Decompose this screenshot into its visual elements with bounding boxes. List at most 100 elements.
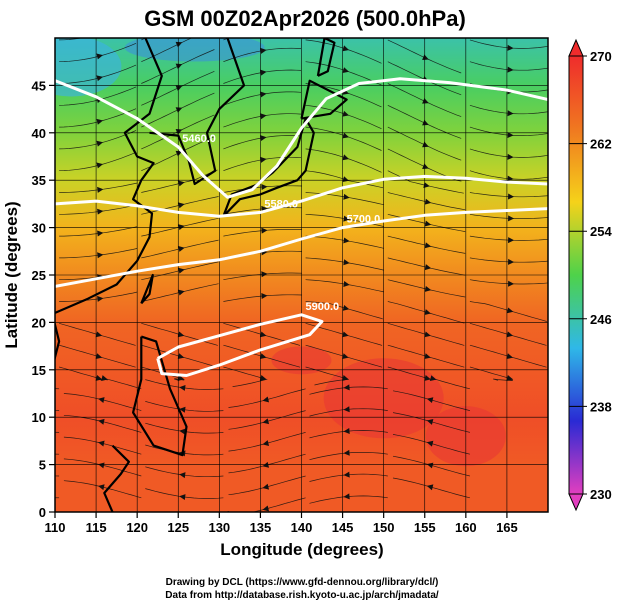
streamline-arrow <box>507 44 514 51</box>
x-tick-label: 125 <box>167 520 189 535</box>
streamline-arrow <box>262 483 270 490</box>
streamline-arrow <box>262 505 270 512</box>
streamline-arrow <box>424 375 431 381</box>
streamline-arrow <box>97 186 104 193</box>
streamline-arrow <box>14 476 21 483</box>
coastline <box>316 38 336 77</box>
streamline-arrow <box>506 353 513 360</box>
x-axis-label: Longitude (degrees) <box>220 540 383 559</box>
colorbar-min-arrow <box>568 493 584 512</box>
streamline-arrow <box>178 267 185 274</box>
streamline-arrow <box>422 119 429 126</box>
contour-line <box>55 174 548 218</box>
y-axis-label: Latitude (degrees) <box>2 201 21 348</box>
streamline-arrow <box>343 384 350 391</box>
streamline-arrow <box>179 472 186 479</box>
streamline-arrow <box>95 375 103 381</box>
streamline-arrow <box>261 227 268 234</box>
colorbar-max-arrow <box>568 38 584 57</box>
x-tick-label: 115 <box>86 520 107 535</box>
geopotential-contours: 5460.0 5580.0 5700.0 5900.0 <box>55 77 548 377</box>
streamline-arrow <box>508 280 515 287</box>
streamline-arrow <box>95 353 103 360</box>
streamline-arrow <box>424 242 432 249</box>
streamline-arrow <box>97 208 104 215</box>
streamline-arrow <box>175 41 183 48</box>
streamline-arrow <box>175 63 183 70</box>
contour-line <box>55 207 548 288</box>
coastline <box>149 38 246 186</box>
streamline-arrow <box>506 375 513 381</box>
x-tick-label: 165 <box>496 520 518 535</box>
streamline-arrow <box>179 406 186 413</box>
coastline <box>103 444 130 512</box>
streamline-arrow <box>177 353 185 360</box>
coastline <box>300 79 348 120</box>
streamline-arrow <box>342 132 349 139</box>
streamline-arrow <box>429 375 437 382</box>
streamline-arrow <box>424 264 432 271</box>
streamline-arrow <box>14 410 21 417</box>
x-tick-label: 140 <box>291 520 313 535</box>
x-tick-label: 120 <box>126 520 148 535</box>
streamline-arrow <box>342 331 349 338</box>
colorbar-tick-label: 238 <box>590 399 612 414</box>
colorbar-tick-label: 230 <box>590 487 612 502</box>
streamline-arrow <box>342 304 350 311</box>
y-tick-label: 20 <box>32 315 46 330</box>
streamline-arrow <box>98 397 105 403</box>
credit-dcl: Drawing by DCL (https://www.gfd-dennou.o… <box>166 577 439 588</box>
streamline-arrow <box>422 98 429 104</box>
coastline <box>55 38 163 314</box>
streamline-arrow <box>343 428 350 434</box>
streamline-arrow <box>424 309 431 315</box>
streamline-arrow <box>14 454 21 461</box>
streamline-arrow <box>342 154 349 161</box>
colorbar-tick-label: 262 <box>590 137 612 152</box>
streamline-arrow <box>260 91 267 98</box>
streamline-arrow <box>14 389 21 396</box>
streamline-arrow <box>343 471 350 478</box>
streamline-arrow <box>424 331 431 338</box>
streamline-arrow <box>422 163 429 170</box>
contour-line <box>156 313 324 377</box>
streamline <box>55 388 60 390</box>
streamline-arrow <box>261 293 268 300</box>
streamline-arrow <box>507 132 514 139</box>
streamline-arrow <box>262 418 270 425</box>
streamline <box>55 497 60 499</box>
y-tick-label: 35 <box>32 173 46 188</box>
contour-label: 5700.0 <box>347 214 381 226</box>
streamline-arrow <box>177 331 185 338</box>
colorbar-body <box>568 55 584 495</box>
coastline <box>140 273 154 305</box>
streamline-arrow <box>261 184 268 191</box>
streamline-arrow <box>178 224 185 231</box>
x-tick-label: 135 <box>250 520 272 535</box>
streamline-arrow <box>95 331 103 338</box>
streamline-arrow <box>96 75 103 82</box>
streamline-arrow <box>178 180 185 187</box>
colorbar: 230 238 246 254 262 270 <box>568 38 612 512</box>
streamline-arrow <box>508 215 515 222</box>
streamline-arrow <box>342 67 349 73</box>
streamline-arrow <box>343 449 350 456</box>
streamline <box>59 38 84 41</box>
streamline-arrow <box>260 69 267 76</box>
y-axis-ticks: 0 5 10 15 20 25 30 35 40 45 <box>32 78 55 520</box>
x-tick-label: 130 <box>208 520 230 535</box>
streamline-arrow <box>175 129 183 135</box>
streamline-arrow <box>14 498 21 505</box>
streamline-arrow <box>178 202 185 209</box>
streamline-arrow <box>262 396 270 403</box>
x-axis-ticks: 110 115 120 125 130 135 140 145 150 155 160 165 <box>45 512 518 535</box>
streamline-arrow <box>422 54 429 61</box>
streamline-arrow <box>507 110 514 117</box>
streamline-arrow <box>506 307 514 314</box>
streamline-arrow <box>260 135 267 142</box>
contour-line <box>55 77 548 199</box>
streamline-arrow <box>424 353 431 360</box>
colorbar-tick-label: 270 <box>590 49 612 64</box>
contour-label: 5580.0 <box>264 198 298 210</box>
streamline-arrow <box>261 271 268 278</box>
